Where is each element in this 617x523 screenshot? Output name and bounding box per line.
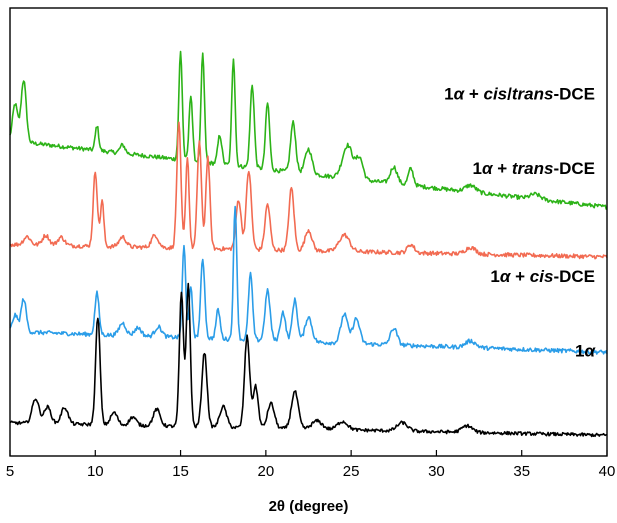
series-label-0: 1α + cis/trans-DCE: [444, 84, 595, 103]
series-label-3: 1α: [575, 341, 596, 360]
series-labels: 1α + cis/trans-DCE 1α + trans-DCE 1α + cis…: [444, 84, 596, 360]
x-tick-label: 10: [87, 463, 104, 480]
plot-frame: [9, 7, 608, 457]
x-tick-label: 5: [6, 463, 14, 480]
x-tick-label: 15: [172, 463, 189, 480]
series-line-3: [9, 282, 608, 438]
x-axis: 5 10 15 20 25 30 35 40: [6, 450, 616, 480]
series-layer: [9, 50, 608, 438]
series-label-1: 1α + trans-DCE: [472, 159, 595, 178]
series-line-0: [9, 50, 608, 210]
series-label-2: 1α + cis-DCE: [490, 267, 595, 286]
x-tick-label: 30: [428, 463, 445, 480]
x-tick-label: 25: [343, 463, 360, 480]
x-tick-label: 40: [599, 463, 616, 480]
x-tick-label: 35: [513, 463, 530, 480]
x-axis-title: 2θ (degree): [269, 498, 349, 515]
series-line-2: [9, 205, 608, 355]
x-tick-label: 20: [258, 463, 275, 480]
series-line-1: [9, 121, 608, 260]
